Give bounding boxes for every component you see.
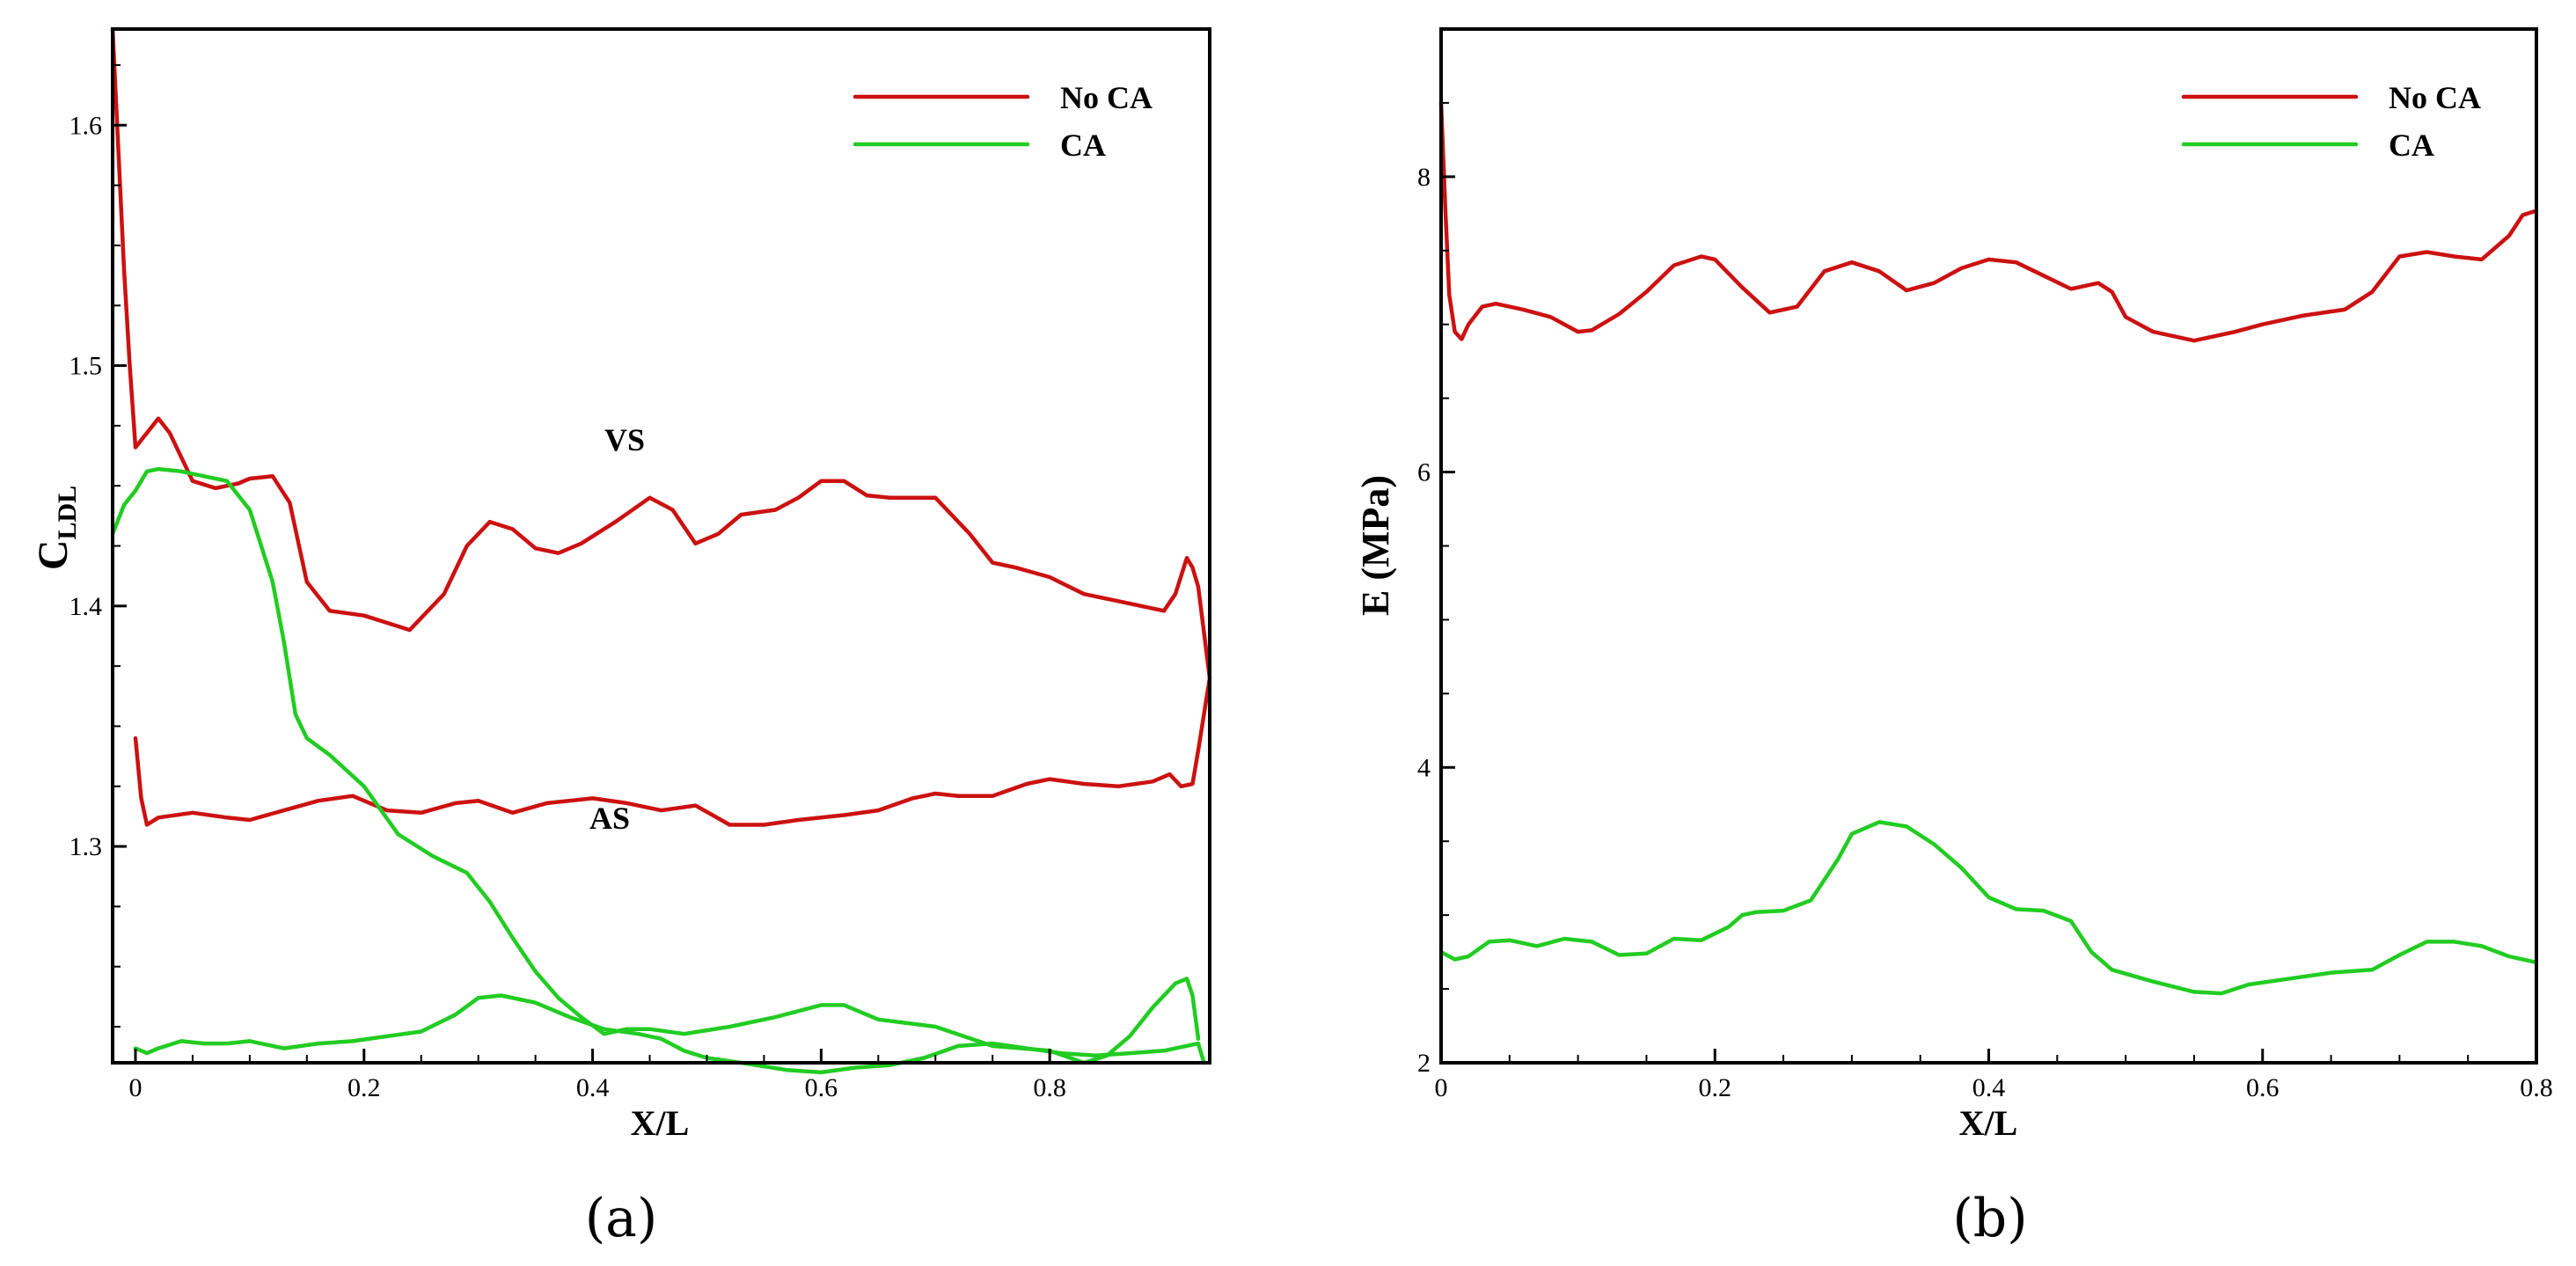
panel-a-label: (a) xyxy=(585,1188,658,1249)
panel-b: 0 0.2 0.4 0.6 0.8 2 4 6 8 E (MPa) X/L No CA CA (… xyxy=(1354,27,2553,1249)
panel-a-series-ca-vs xyxy=(110,466,1201,1065)
panel-a-xtick-label-4: 0.8 xyxy=(1033,1073,1066,1102)
panel-a-xtick-label-1: 0.2 xyxy=(348,1073,381,1102)
panel-a: 0 0.2 0.4 0.6 0.8 1.3 1.4 1.5 1.6 CLDL X/L No CA… xyxy=(30,26,1212,1249)
panel-b-xtick-label-3: 0.6 xyxy=(2246,1073,2280,1102)
panel-b-ytick-label-2: 6 xyxy=(1417,458,1431,487)
panel-a-legend-label-ca: CA xyxy=(1060,128,1106,163)
panel-a-xtick-label-3: 0.6 xyxy=(805,1073,838,1102)
panel-b-label: (b) xyxy=(1952,1188,2027,1249)
panel-a-legend-label-no-ca: No CA xyxy=(1060,80,1153,115)
panel-b-xtick-label-4: 0.8 xyxy=(2520,1073,2553,1102)
panel-b-series-no-ca xyxy=(1438,100,2539,343)
panel-b-xtick-label-2: 0.4 xyxy=(1972,1073,2006,1102)
panel-a-annotation-vs: VS xyxy=(604,422,645,457)
panel-a-series-ca-as xyxy=(133,993,1206,1075)
panel-b-ytick-label-1: 4 xyxy=(1417,753,1431,782)
panel-a-ylabel-sub: LDL xyxy=(53,486,82,540)
panel-a-xlabel: X/L xyxy=(631,1103,690,1143)
panel-a-series-no-ca-vs xyxy=(110,26,1212,681)
panel-a-xtick-label-2: 0.4 xyxy=(576,1073,610,1102)
panel-b-ytick-label-0: 2 xyxy=(1417,1049,1431,1078)
panel-a-frame xyxy=(111,27,1211,1065)
panel-a-legend: No CA CA xyxy=(853,80,1153,163)
panel-b-legend-label-no-ca: No CA xyxy=(2389,80,2481,115)
panel-b-legend: No CA CA xyxy=(2181,80,2481,163)
panel-b-series-ca xyxy=(1438,820,2539,996)
panel-a-ytick-label-2: 1.5 xyxy=(70,352,103,381)
panel-a-ytick-label-3: 1.6 xyxy=(70,111,103,140)
panel-a-annotation-as: AS xyxy=(589,801,630,836)
panel-a-ylabel-main: C xyxy=(30,540,77,571)
panel-b-legend-label-ca: CA xyxy=(2389,128,2434,163)
panel-a-ytick-label-1: 1.4 xyxy=(70,592,103,621)
panel-a-ylabel: CLDL xyxy=(30,486,82,570)
panel-a-xtick-label-0: 0 xyxy=(128,1073,142,1102)
panel-b-xlabel: X/L xyxy=(1959,1103,2018,1143)
panel-b-ytick-label-3: 8 xyxy=(1417,163,1431,192)
panel-b-ylabel: E (MPa) xyxy=(1354,475,1397,616)
panel-b-frame xyxy=(1439,27,2538,1065)
panel-b-xtick-label-1: 0.2 xyxy=(1699,1073,1732,1102)
panel-a-ytick-label-0: 1.3 xyxy=(70,832,103,861)
panel-b-xtick-label-0: 0 xyxy=(1435,1073,1448,1102)
panel-a-series-no-ca-as xyxy=(133,676,1212,827)
